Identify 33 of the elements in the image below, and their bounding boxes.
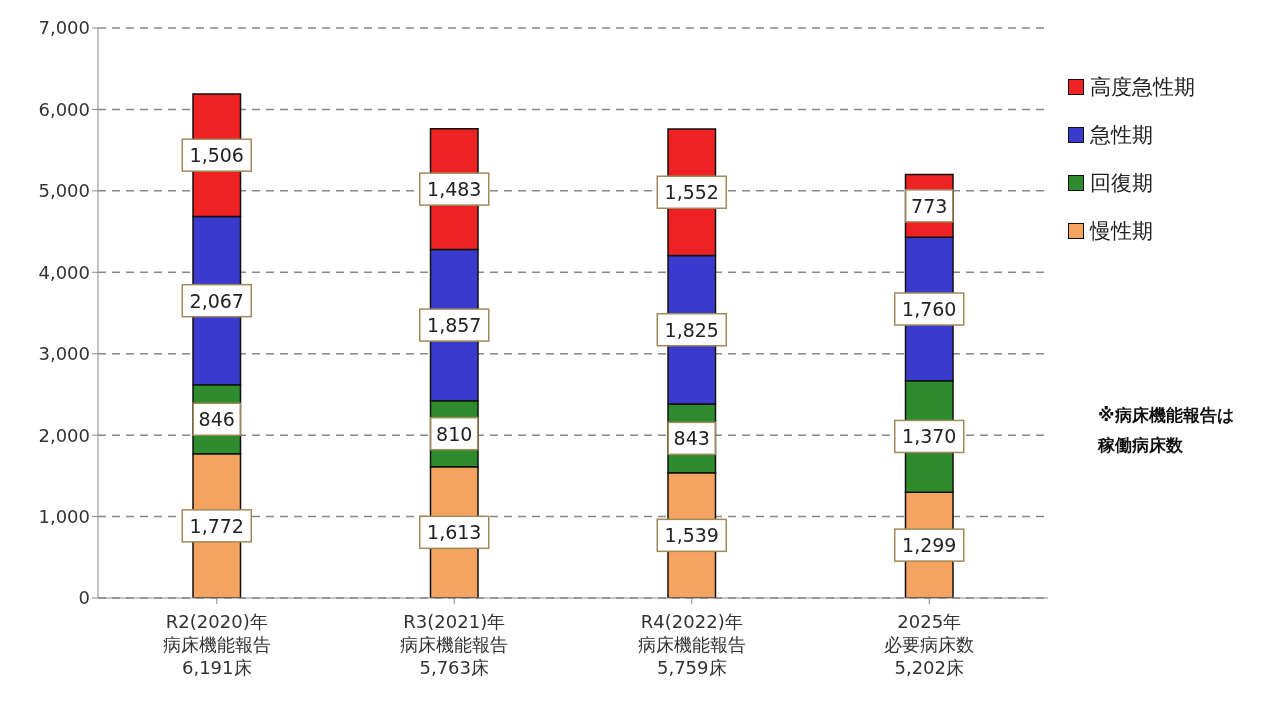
data-label: 773	[911, 194, 948, 217]
y-tick-label: 6,000	[38, 98, 90, 120]
data-label: 1,483	[427, 178, 482, 201]
data-label: 1,772	[189, 514, 244, 537]
data-label: 846	[198, 408, 235, 431]
x-tick-label: R2(2020)年病床機能報告6,191床	[162, 611, 271, 678]
data-label: 1,539	[664, 524, 719, 547]
y-tick-label: 5,000	[38, 180, 90, 202]
legend-label: 慢性期	[1088, 218, 1154, 245]
legend-label: 高度急性期	[1089, 74, 1195, 101]
data-label: 1,760	[902, 298, 957, 321]
data-label: 1,613	[427, 521, 482, 544]
data-label: 810	[436, 422, 473, 445]
data-label: 2,067	[189, 289, 244, 312]
x-tick-label: R3(2021)年病床機能報告5,763床	[400, 611, 509, 678]
y-tick-label: 4,000	[38, 261, 90, 283]
data-label: 1,552	[664, 181, 719, 204]
text: ※病床機能報告は稼働病床数	[1098, 404, 1235, 457]
x-tick-label: R4(2022)年病床機能報告5,759床	[637, 611, 746, 678]
y-tick-label: 7,000	[38, 17, 90, 39]
data-label: 1,299	[902, 534, 957, 557]
y-tick-label: 2,000	[38, 424, 90, 446]
y-tick-label: 3,000	[38, 343, 90, 365]
x-tick-label: 2025年必要病床数5,202床	[884, 611, 975, 678]
legend-label: 急性期	[1089, 122, 1154, 149]
data-label: 1,857	[427, 314, 482, 337]
data-label: 1,370	[902, 425, 957, 448]
y-tick-label: 0	[78, 587, 90, 609]
data-label: 1,506	[189, 144, 244, 167]
legend-label: 回復期	[1089, 170, 1154, 197]
data-label: 843	[673, 427, 710, 450]
data-label: 1,825	[664, 318, 719, 341]
y-tick-label: 1,000	[38, 505, 90, 527]
